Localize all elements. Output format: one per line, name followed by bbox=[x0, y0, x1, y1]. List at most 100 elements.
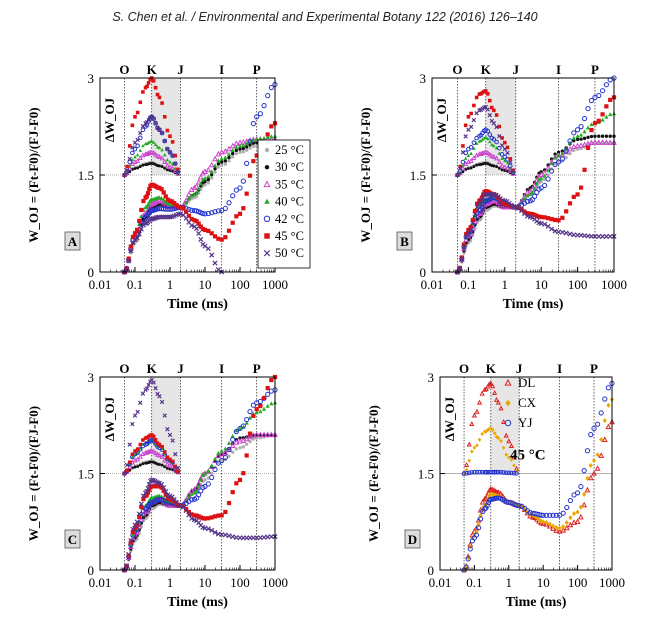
data-point bbox=[479, 469, 485, 475]
data-point bbox=[540, 512, 546, 518]
data-point bbox=[608, 112, 613, 117]
data-point bbox=[585, 105, 591, 112]
data-point bbox=[137, 155, 143, 161]
data-point bbox=[240, 423, 246, 429]
data-point bbox=[125, 164, 129, 169]
data-point bbox=[502, 154, 508, 160]
data-point bbox=[216, 236, 221, 241]
phase-label: P bbox=[253, 62, 261, 77]
data-point bbox=[465, 556, 471, 562]
data-point bbox=[230, 490, 235, 495]
data-point bbox=[595, 452, 600, 458]
data-point bbox=[130, 421, 135, 427]
data-point bbox=[194, 226, 200, 232]
data-point bbox=[469, 470, 475, 475]
data-point bbox=[269, 401, 274, 406]
data-point bbox=[581, 467, 587, 474]
data-point bbox=[497, 133, 502, 139]
data-point bbox=[157, 394, 162, 399]
x-tick-label: 10 bbox=[535, 277, 548, 292]
data-point bbox=[209, 252, 215, 258]
data-point bbox=[153, 142, 158, 147]
data-point bbox=[205, 481, 211, 487]
data-point bbox=[571, 130, 577, 136]
x-tick-label: 1000 bbox=[601, 277, 627, 292]
data-point bbox=[460, 159, 466, 165]
data-point bbox=[197, 173, 204, 180]
data-point bbox=[591, 458, 597, 464]
data-point bbox=[196, 514, 201, 519]
data-point bbox=[497, 124, 502, 129]
data-point bbox=[234, 144, 239, 149]
data-point bbox=[206, 469, 211, 474]
data-point bbox=[203, 183, 207, 187]
data-point bbox=[556, 218, 561, 223]
data-point bbox=[258, 409, 263, 414]
data-point bbox=[455, 172, 460, 178]
x-tick-label: 100 bbox=[230, 575, 250, 590]
data-point bbox=[487, 151, 493, 157]
data-point bbox=[269, 124, 274, 129]
data-point bbox=[492, 108, 496, 113]
data-point bbox=[496, 469, 501, 475]
data-point bbox=[184, 200, 189, 205]
data-point bbox=[492, 143, 496, 148]
data-point bbox=[578, 124, 584, 130]
data-point bbox=[591, 470, 597, 476]
y-tick-label: 1.5 bbox=[78, 467, 94, 482]
data-point bbox=[138, 463, 142, 467]
data-point bbox=[126, 553, 131, 558]
data-point bbox=[186, 206, 192, 213]
data-point bbox=[155, 480, 161, 486]
data-point bbox=[234, 481, 239, 486]
data-point bbox=[165, 455, 170, 459]
data-point bbox=[605, 423, 612, 430]
data-point bbox=[178, 211, 184, 217]
data-point bbox=[137, 514, 142, 520]
data-point bbox=[159, 155, 165, 161]
data-point bbox=[482, 429, 487, 434]
data-point bbox=[223, 446, 228, 451]
data-point bbox=[507, 163, 513, 169]
data-point bbox=[237, 425, 243, 432]
data-point bbox=[470, 220, 476, 226]
data-point bbox=[488, 139, 492, 144]
data-point bbox=[254, 114, 260, 120]
data-point bbox=[478, 513, 483, 519]
data-point bbox=[152, 450, 159, 456]
data-point bbox=[559, 229, 565, 235]
data-point bbox=[141, 496, 146, 502]
data-point bbox=[185, 191, 192, 197]
data-point bbox=[543, 521, 550, 527]
data-point bbox=[606, 402, 611, 408]
data-point bbox=[571, 194, 576, 199]
data-point bbox=[136, 465, 140, 468]
data-point bbox=[479, 390, 485, 396]
data-point bbox=[483, 149, 489, 155]
data-point bbox=[588, 463, 593, 469]
data-point bbox=[132, 146, 138, 152]
data-point bbox=[269, 134, 274, 139]
data-point bbox=[545, 176, 551, 182]
data-point bbox=[507, 203, 512, 208]
data-point bbox=[162, 159, 168, 164]
data-point bbox=[265, 93, 271, 99]
data-point bbox=[137, 218, 142, 224]
panel-label-box bbox=[64, 529, 81, 549]
data-point bbox=[222, 205, 228, 212]
data-point bbox=[555, 159, 562, 165]
data-point bbox=[550, 525, 556, 531]
data-point bbox=[151, 140, 156, 144]
data-point bbox=[138, 516, 145, 523]
data-point bbox=[581, 141, 588, 147]
panel-b: O K J I P 0 1.5 3 0.01 0.1 1 10 100 1000 Time (ms) W_OJ… bbox=[358, 62, 627, 312]
data-point bbox=[127, 442, 132, 447]
data-point bbox=[209, 463, 214, 468]
data-point bbox=[471, 412, 478, 418]
data-point bbox=[553, 527, 560, 533]
data-point bbox=[173, 451, 178, 457]
data-point bbox=[553, 512, 559, 518]
data-point bbox=[229, 442, 236, 448]
data-point bbox=[222, 532, 228, 538]
